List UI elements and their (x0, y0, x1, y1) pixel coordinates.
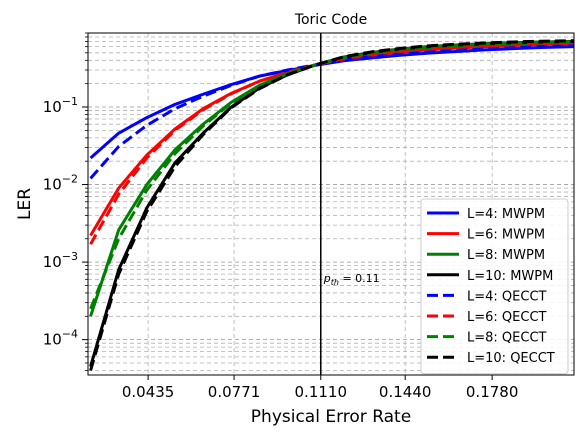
y-tick-label: 10−1 (43, 95, 78, 116)
series-layer (89, 39, 574, 371)
x-axis-label: Physical Error Rate (251, 407, 411, 427)
plot-frame (87, 32, 575, 376)
chart-title: Toric Code (294, 12, 367, 28)
x-tick-label: 0.1110 (295, 383, 348, 401)
legend-box (420, 198, 569, 375)
y-axis-label: LER (15, 188, 35, 220)
legend-label: L=10: MWPM (467, 269, 553, 284)
x-tick-label: 0.0435 (122, 383, 175, 401)
y-tick-label: 10−3 (43, 250, 78, 271)
series-line (89, 40, 574, 310)
legend-label: L=6: MWPM (467, 228, 545, 243)
threshold-label: pth = 0.11 (323, 272, 380, 287)
threshold-label-p: p (323, 272, 331, 285)
threshold-label-sub: th (331, 278, 339, 287)
x-axis-ticks: 0.0435 0.0771 0.1110 0.1440 0.1780 (122, 375, 519, 401)
y-axis-ticks: 10−4 10−3 10−2 10−1 (43, 32, 88, 371)
y-tick-label: 10−2 (43, 173, 78, 194)
legend-label: L=8: MWPM (467, 248, 545, 263)
x-tick-label: 0.0771 (208, 383, 261, 401)
legend-label: L=10: QECCT (467, 351, 555, 366)
legend-label: L=8: QECCT (467, 331, 547, 346)
threshold-label-value: = 0.11 (339, 272, 380, 285)
legend-label: L=6: QECCT (467, 310, 547, 325)
y-tick-label: 10−4 (43, 328, 78, 349)
legend: L=4: MWPM L=6: MWPM L=8: MWPM L=10: MWPM L=4… (420, 198, 569, 375)
legend-label: L=4: QECCT (467, 289, 547, 304)
x-tick-label: 0.1440 (379, 383, 432, 401)
x-tick-label: 0.1780 (466, 383, 519, 401)
series-line (89, 39, 574, 371)
legend-label: L=4: MWPM (467, 207, 545, 222)
